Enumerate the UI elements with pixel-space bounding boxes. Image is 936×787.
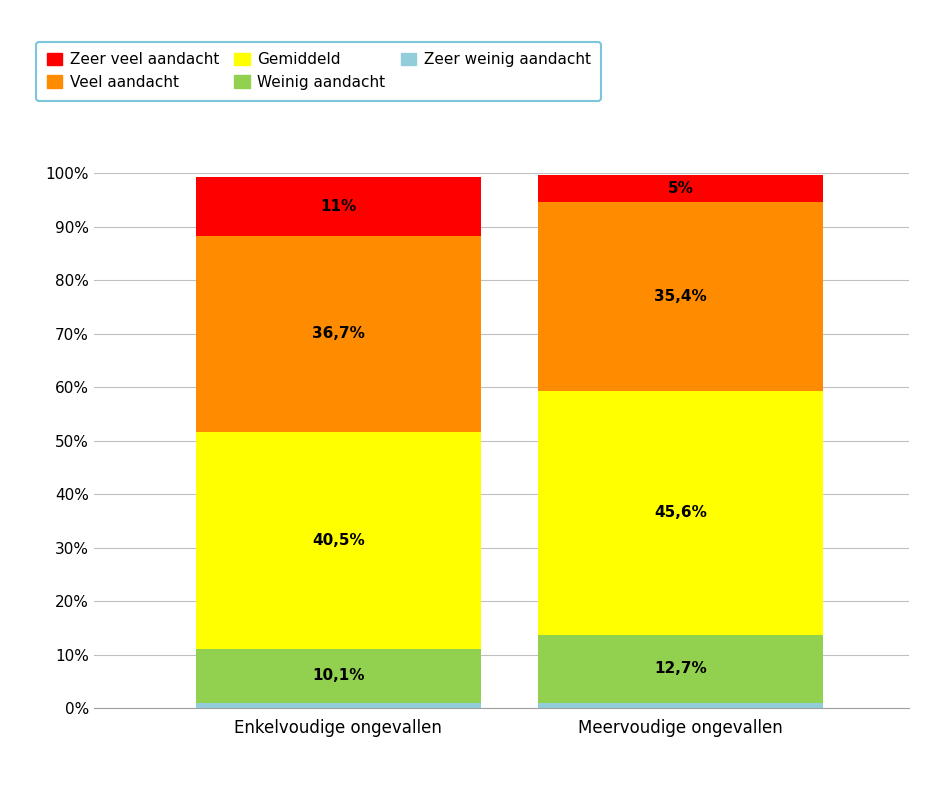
Bar (196, 703, 480, 708)
Bar (537, 175, 823, 201)
Bar (196, 236, 480, 432)
Bar (537, 703, 823, 708)
Text: 45,6%: 45,6% (653, 505, 707, 520)
Text: 36,7%: 36,7% (312, 327, 364, 342)
Text: 11%: 11% (320, 199, 356, 214)
Bar (537, 635, 823, 703)
Bar (537, 201, 823, 391)
Bar (196, 177, 480, 236)
Bar (196, 649, 480, 703)
Bar (537, 391, 823, 635)
Bar (196, 432, 480, 649)
Text: 40,5%: 40,5% (312, 533, 364, 548)
Text: 5%: 5% (667, 181, 693, 196)
Text: 35,4%: 35,4% (653, 289, 707, 304)
Text: 10,1%: 10,1% (312, 668, 364, 683)
Text: 12,7%: 12,7% (653, 661, 707, 677)
Legend: Zeer veel aandacht, Veel aandacht, Gemiddeld, Weinig aandacht, Zeer weinig aanda: Zeer veel aandacht, Veel aandacht, Gemid… (37, 42, 601, 101)
